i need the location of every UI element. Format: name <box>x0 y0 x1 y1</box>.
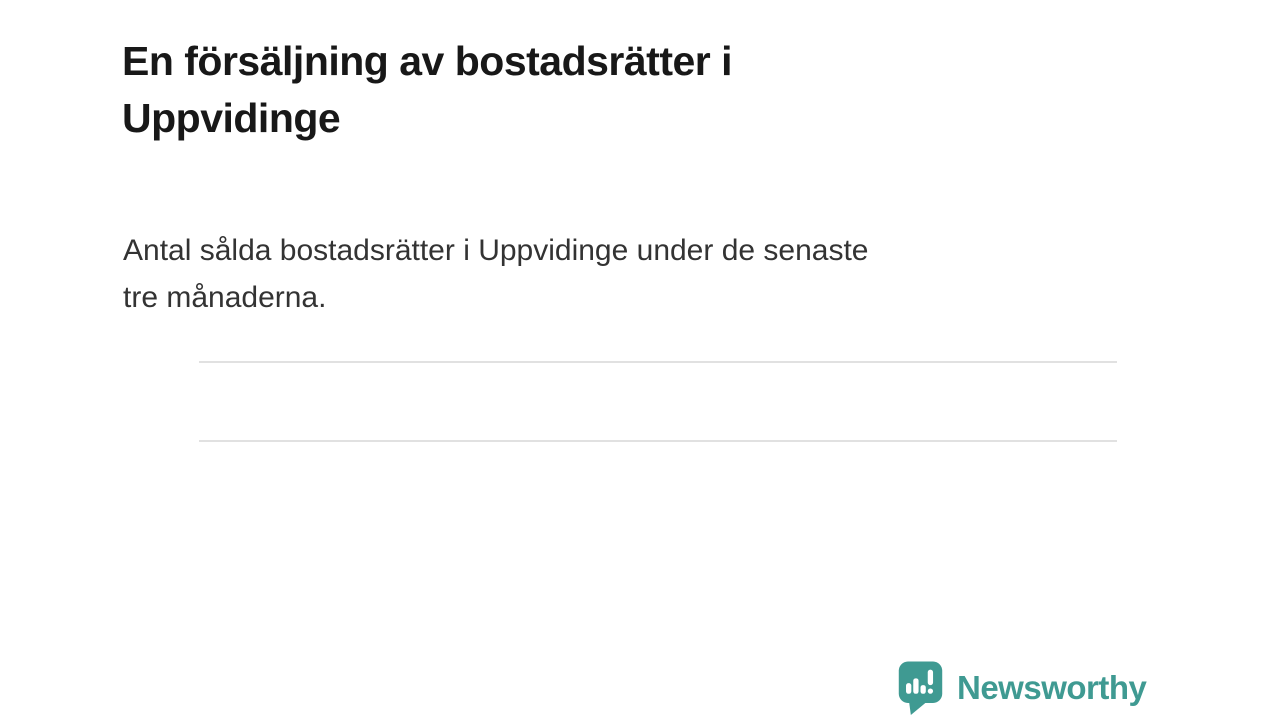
y-axis-label <box>120 344 178 378</box>
y-axis-label <box>120 502 178 536</box>
page-title-line-1: En försäljning av bostadsrätter i <box>122 38 733 85</box>
page-title: En försäljning av bostadsrätter i Uppvid… <box>122 33 1082 147</box>
chart-subtitle: Antal sålda bostadsrätter i Uppvidinge u… <box>123 227 1163 321</box>
newsworthy-logo-text: Newsworthy <box>957 669 1147 706</box>
chart-subtitle-line-2: tre månaderna. <box>123 281 327 314</box>
y-gridline <box>199 361 1117 363</box>
newsworthy-logo: Newsworthy <box>897 661 1147 716</box>
y-axis-label <box>120 423 178 457</box>
chart-subtitle-line-1: Antal sålda bostadsrätter i Uppvidinge u… <box>123 234 869 267</box>
newsworthy-logo-icon <box>898 661 943 716</box>
page-title-line-2: Uppvidinge <box>122 95 341 142</box>
y-gridline <box>199 440 1117 442</box>
